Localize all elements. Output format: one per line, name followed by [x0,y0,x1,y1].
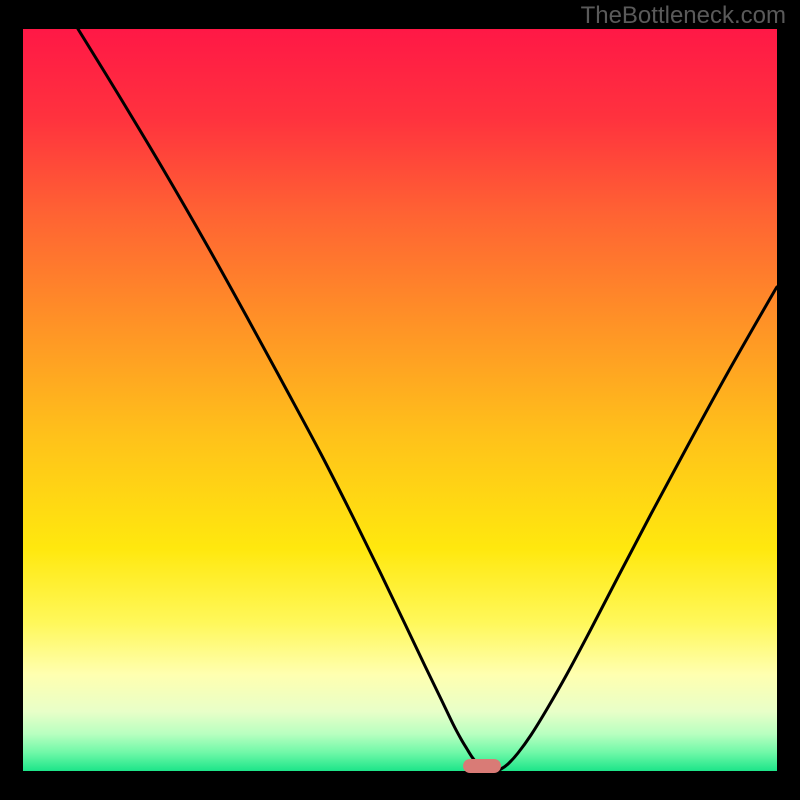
bottleneck-curve [78,29,777,771]
watermark-text: TheBottleneck.com [581,2,786,30]
chart-curve-svg [23,29,777,771]
optimum-marker [463,759,501,773]
chart-plot-area [23,29,777,771]
